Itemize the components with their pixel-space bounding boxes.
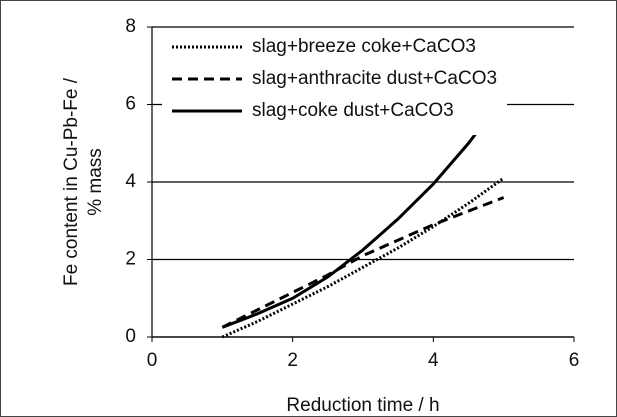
x-tick-label: 2 <box>287 350 298 371</box>
x-tick-label: 4 <box>428 350 439 371</box>
x-tick-label: 0 <box>147 350 158 371</box>
legend-label: slag+breeze coke+CaCO3 <box>252 36 476 57</box>
series-line <box>221 176 505 339</box>
legend-label: slag+coke dust+CaCO3 <box>252 100 454 121</box>
legend-label: slag+anthracite dust+CaCO3 <box>252 68 497 89</box>
y-axis-label: % mass <box>85 148 106 216</box>
y-tick-label: 8 <box>125 16 136 37</box>
y-axis-label: Fe content in Cu-Pb-Fe / <box>61 77 82 286</box>
y-tick-label: 6 <box>125 94 136 115</box>
legend-box <box>162 29 507 135</box>
y-tick-label: 4 <box>125 171 136 192</box>
x-tick-label: 6 <box>569 350 580 371</box>
y-tick-label: 2 <box>125 249 136 270</box>
series-line <box>221 95 505 329</box>
series-line <box>221 196 505 329</box>
x-axis-label: Reduction time / h <box>286 395 439 416</box>
y-tick-label: 0 <box>125 326 136 347</box>
